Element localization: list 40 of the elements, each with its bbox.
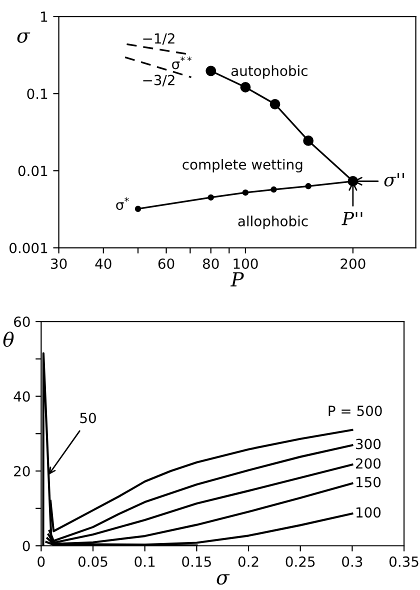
- x-tick-label: 0.2: [238, 556, 258, 567]
- x-tick-label: 40: [95, 258, 112, 269]
- annotation: σ'': [384, 173, 404, 186]
- y-tick-label: 60: [14, 316, 30, 328]
- x-axis-title: P: [230, 272, 244, 286]
- annotation: −1/2: [143, 33, 174, 45]
- y-tick-label: 1: [41, 12, 48, 22]
- y-axis-title: θ: [3, 332, 14, 347]
- annotation: σ$^{**}$: [172, 56, 192, 70]
- x-tick-label: 0.15: [182, 556, 211, 567]
- x-tick-label: 200: [340, 258, 366, 269]
- y-tick-label: 40: [14, 391, 30, 402]
- x-tick-label: 30: [51, 258, 67, 269]
- x-tick-label: 0.05: [78, 556, 108, 567]
- annotation: P'': [342, 212, 362, 226]
- x-tick-label: 0.35: [389, 556, 418, 567]
- x-tick-label: 80: [202, 258, 219, 269]
- annotation: complete wetting: [182, 158, 302, 172]
- y-tick-label: 20: [14, 466, 30, 476]
- x-tick-label: 0.25: [286, 556, 315, 567]
- series-label: P = 500: [328, 406, 382, 416]
- x-tick-label: 60: [158, 258, 174, 269]
- annotation: −3/2: [143, 74, 174, 86]
- annotation: σ$^{*}$: [116, 197, 129, 210]
- x-tick-label: 0.1: [134, 556, 155, 567]
- x-tick-label: 100: [234, 258, 258, 269]
- series-label: 150: [356, 476, 381, 488]
- y-tick-label: 0: [22, 540, 30, 552]
- y-tick-label: 0.01: [18, 166, 48, 176]
- y-axis-title: σ: [17, 32, 30, 43]
- x-tick-label: 0.3: [342, 556, 362, 567]
- series-label: 200: [356, 458, 381, 469]
- series-label: 300: [356, 438, 381, 450]
- x-axis-title: σ: [216, 574, 230, 585]
- y-tick-label: 0.1: [27, 88, 48, 100]
- y-tick-label: 0.001: [10, 242, 48, 254]
- series-label: 100: [356, 507, 381, 518]
- annotation: allophobic: [238, 216, 308, 230]
- annotation: 50: [80, 412, 96, 424]
- annotation: autophobic: [231, 65, 308, 79]
